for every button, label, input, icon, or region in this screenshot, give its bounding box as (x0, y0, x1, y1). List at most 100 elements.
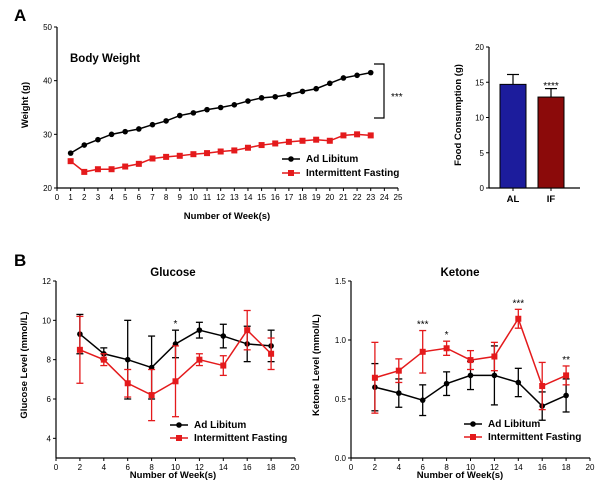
food-consumption-chart: Food Consumption (g) **** (453, 64, 559, 166)
y-tick-label: 1.0 (335, 336, 347, 345)
data-point-intermittent-fasting (313, 136, 320, 143)
data-point-intermittent-fasting (196, 356, 203, 363)
data-point-intermittent-fasting (467, 357, 474, 364)
x-tick-label: 4 (102, 463, 107, 472)
y-tick-label: 0.5 (335, 395, 347, 404)
legend-label-ad: Ad Libitum (488, 419, 540, 430)
panel-label-b: B (14, 251, 26, 270)
legend (464, 421, 482, 440)
significance-label: **** (543, 81, 559, 92)
x-tick-label: 12 (490, 463, 499, 472)
x-tick-label: 4 (397, 463, 402, 472)
data-point-intermittent-fasting (491, 353, 498, 360)
data-point-intermittent-fasting (135, 160, 142, 167)
data-point-intermittent-fasting (94, 166, 101, 173)
data-point-ad-libitum (327, 80, 333, 87)
data-point-intermittent-fasting (76, 346, 83, 353)
data-point-ad-libitum (136, 126, 142, 132)
x-tick-label: 16 (271, 193, 280, 202)
x-tick-label: 0 (349, 463, 354, 472)
data-point-intermittent-fasting (149, 155, 156, 162)
x-tick-label: 2 (78, 463, 83, 472)
data-point-intermittent-fasting (108, 166, 115, 173)
data-point-ad-libitum (340, 75, 347, 81)
significance-marker: * (445, 330, 449, 341)
data-point-intermittent-fasting (100, 356, 107, 363)
y-tick-label: 12 (42, 277, 51, 286)
legend-label-if: Intermittent Fasting (194, 433, 287, 444)
y-tick-label: 10 (42, 316, 51, 325)
data-point-intermittent-fasting (81, 168, 88, 175)
y-tick-label: 0.0 (335, 454, 347, 463)
data-point-intermittent-fasting (176, 152, 183, 159)
x-axis-label: Number of Week(s) (417, 470, 503, 481)
x-tick-label: IF (547, 194, 556, 205)
x-tick-label: 8 (444, 463, 449, 472)
data-point-ad-libitum (124, 356, 131, 363)
legend-label-ad: Ad Libitum (306, 154, 358, 165)
glucose-chart: Glucose Glucose Level (mmol/L) Number of… (19, 267, 287, 481)
data-point-ad-libitum (313, 85, 319, 92)
x-tick-label: 1 (68, 193, 73, 202)
x-tick-label: 14 (219, 463, 228, 472)
data-point-ad-libitum (163, 118, 169, 124)
data-point-intermittent-fasting (326, 137, 333, 144)
panel-label-a: A (14, 6, 26, 25)
x-tick-label: 18 (267, 463, 276, 472)
data-point-intermittent-fasting (272, 140, 279, 147)
y-tick-label: 50 (43, 23, 52, 32)
x-tick-label: AL (507, 194, 520, 205)
x-tick-label: 9 (178, 193, 183, 202)
data-point-ad-libitum (563, 392, 569, 399)
legend-marker (288, 156, 294, 162)
x-tick-label: 20 (325, 193, 334, 202)
x-tick-label: 0 (54, 463, 59, 472)
data-point-intermittent-fasting (244, 327, 251, 334)
data-point-ad-libitum (108, 131, 115, 138)
x-tick-label: 8 (164, 193, 169, 202)
significance-marker: *** (417, 320, 429, 331)
x-tick-label: 16 (243, 463, 252, 472)
data-point-intermittent-fasting (244, 144, 251, 151)
data-point-ad-libitum (419, 397, 426, 403)
plot-area: 0 5 10 15 20 AL IF (475, 43, 580, 205)
data-point-ad-libitum (515, 379, 522, 386)
data-point-intermittent-fasting (163, 153, 170, 160)
x-tick-label: 11 (203, 193, 212, 202)
legend-label-if: Intermittent Fasting (488, 432, 581, 443)
data-point-ad-libitum (467, 372, 474, 379)
x-tick-label: 20 (586, 463, 595, 472)
plot-area: 0 2 4 6 8 10 12 14 16 18 20 4 6 8 10 12 * (42, 277, 300, 472)
y-tick-label: 30 (43, 130, 52, 139)
y-tick-label: 1.5 (335, 277, 347, 286)
x-tick-label: 5 (123, 193, 128, 202)
data-point-intermittent-fasting (220, 362, 227, 369)
legend-marker (470, 434, 476, 440)
y-tick-label: 20 (43, 184, 52, 193)
data-point-intermittent-fasting (67, 158, 74, 165)
data-point-intermittent-fasting (231, 147, 238, 154)
data-point-ad-libitum (272, 93, 279, 100)
y-tick-label: 0 (480, 184, 485, 193)
x-axis-label: Number of Week(s) (130, 470, 216, 481)
bar-if (537, 96, 565, 189)
legend-marker (176, 422, 182, 428)
data-point-intermittent-fasting (340, 132, 347, 139)
legend (282, 156, 300, 176)
legend-label-if: Intermittent Fasting (306, 168, 399, 179)
data-point-ad-libitum (176, 112, 183, 119)
x-tick-label: 14 (514, 463, 523, 472)
legend-label-ad: Ad Libitum (194, 420, 246, 431)
data-point-ad-libitum (122, 128, 128, 135)
x-tick-label: 19 (312, 193, 321, 202)
data-point-ad-libitum (190, 110, 197, 116)
legend-marker (288, 170, 294, 176)
data-point-ad-libitum (95, 136, 101, 143)
bracket-line (374, 63, 385, 119)
data-point-intermittent-fasting (371, 374, 378, 381)
data-point-intermittent-fasting (268, 350, 275, 357)
y-axis-label: Ketone Level (mmol/L) (311, 314, 322, 416)
data-point-ad-libitum (67, 150, 74, 156)
x-tick-label: 25 (394, 193, 403, 202)
